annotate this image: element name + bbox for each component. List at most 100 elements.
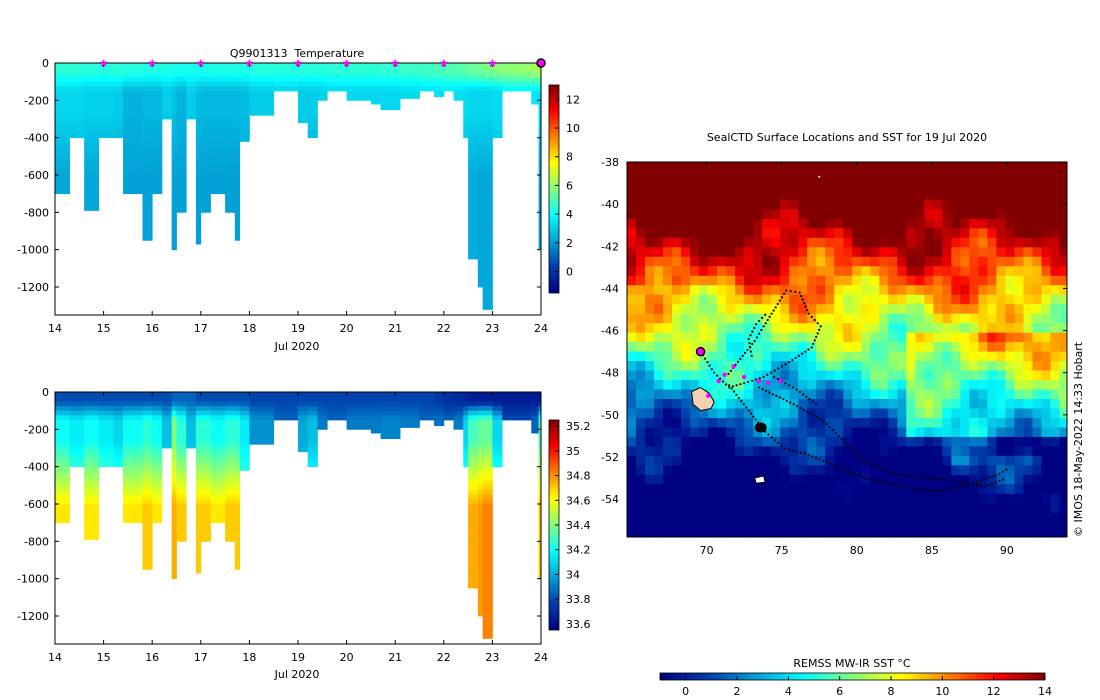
- sst-cell: [627, 275, 637, 286]
- salinity-cell: [477, 518, 484, 524]
- temperature-cell: [492, 95, 503, 101]
- sst-cell: [942, 351, 952, 362]
- salinity-cell: [346, 424, 372, 430]
- temperature-cell: [210, 170, 226, 176]
- sst-cell: [996, 199, 1006, 210]
- sst-cell: [726, 247, 736, 258]
- temperature-cell: [225, 81, 236, 87]
- sst-cell: [987, 294, 997, 305]
- sst-cell: [708, 351, 718, 362]
- sst-cell: [1005, 180, 1015, 191]
- salinity-cell: [468, 401, 479, 407]
- sst-cell: [924, 417, 934, 428]
- sst-cell: [870, 218, 880, 229]
- sst-cell: [933, 512, 943, 523]
- sst-cell: [690, 332, 700, 343]
- temperature-cell: [468, 91, 479, 97]
- temperature-cell: [176, 100, 187, 106]
- sst-cell: [960, 266, 970, 277]
- sst-cell: [870, 484, 880, 495]
- sst-cell: [960, 474, 970, 485]
- salinity-cell: [200, 392, 211, 398]
- temperature-cell: [249, 72, 275, 78]
- sst-cell: [852, 380, 862, 391]
- sst-cell: [915, 218, 925, 229]
- track-dot: [764, 313, 767, 316]
- sst-cell: [1032, 256, 1042, 267]
- sst-cell: [735, 503, 745, 514]
- temperature-cell: [239, 119, 250, 125]
- temperature-cell: [298, 105, 309, 111]
- temperature-cell: [538, 81, 541, 87]
- temperature-cell: [482, 235, 493, 241]
- sst-cell: [654, 218, 664, 229]
- salinity-cell: [434, 415, 445, 421]
- sst-cell: [960, 417, 970, 428]
- temperature-cell: [55, 109, 70, 115]
- temperature-cell: [477, 86, 484, 92]
- sst-cell: [1032, 436, 1042, 447]
- sst-cell: [978, 427, 988, 438]
- salinity-cell: [210, 490, 226, 496]
- track-dot: [813, 318, 816, 322]
- temperature-cell: [195, 240, 202, 245]
- salinity-cell: [239, 401, 250, 407]
- salinity-cell: [234, 513, 241, 519]
- salinity-cell: [463, 392, 469, 398]
- sst-cell: [996, 256, 1006, 267]
- temperature-cell: [55, 165, 70, 171]
- temperature-cell: [69, 72, 85, 78]
- temperature-cell: [69, 91, 85, 97]
- sst-cell: [681, 171, 691, 182]
- sst-cell: [1023, 417, 1033, 428]
- sst-cell: [933, 180, 943, 191]
- salinity-cell: [531, 415, 539, 421]
- sst-cell: [870, 199, 880, 210]
- temperature-cell: [370, 91, 382, 97]
- salinity-cell: [249, 424, 275, 430]
- sst-cell: [645, 180, 655, 191]
- temperature-cell: [161, 86, 173, 92]
- sst-cell: [690, 209, 700, 220]
- salinity-cell: [249, 401, 275, 407]
- track-dot: [915, 475, 918, 479]
- sst-cell: [726, 522, 736, 533]
- temperature-cell: [234, 151, 241, 157]
- sst-cell: [654, 228, 664, 239]
- salinity-cell: [195, 499, 202, 505]
- sst-cell: [681, 503, 691, 514]
- temperature-cell: [516, 77, 532, 83]
- track-dot: [900, 485, 903, 488]
- track-dot: [983, 478, 986, 481]
- sst-cell: [870, 455, 880, 466]
- sst-cell: [762, 503, 772, 514]
- salinity-cell: [492, 410, 503, 416]
- sst-cell: [1059, 389, 1067, 400]
- temperature-cell: [195, 86, 202, 92]
- temperature-ytick-label: -400: [24, 132, 49, 145]
- sst-cell: [681, 484, 691, 495]
- sst-cell: [816, 351, 826, 362]
- salinity-cell: [234, 401, 241, 407]
- temperature-cell: [482, 212, 493, 218]
- sst-cell: [807, 484, 817, 495]
- sst-cell: [1059, 162, 1067, 172]
- temperature-cell: [84, 198, 100, 204]
- sst-cell: [690, 455, 700, 466]
- salinity-xtick-label: 19: [291, 651, 305, 664]
- sst-cell: [960, 209, 970, 220]
- salinity-cell: [482, 522, 493, 528]
- track-dot: [798, 390, 802, 394]
- temperature-cell: [186, 86, 197, 92]
- sst-cell: [834, 380, 844, 391]
- sst-cell: [780, 484, 790, 495]
- sst-cell: [762, 408, 772, 419]
- sst-cell: [834, 531, 844, 537]
- sst-cell: [663, 389, 673, 400]
- sst-cell: [1059, 380, 1067, 391]
- temperature-cell: [234, 235, 241, 241]
- sst-cell: [906, 408, 916, 419]
- sst-cell: [906, 190, 916, 201]
- sst-cell: [627, 531, 637, 537]
- salinity-cell: [273, 392, 299, 398]
